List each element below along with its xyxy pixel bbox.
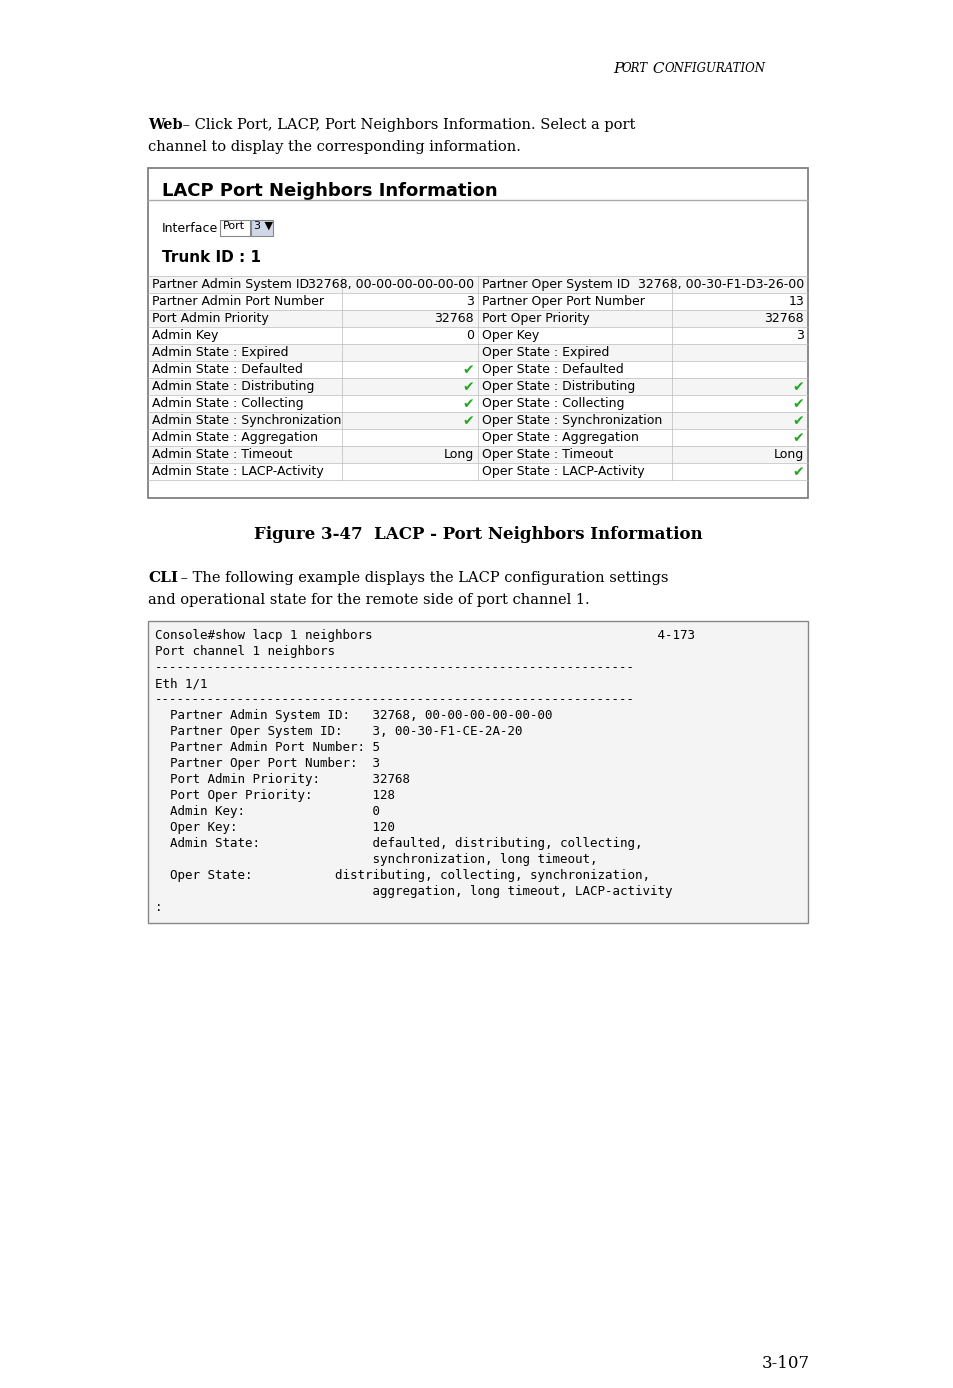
Text: 3-107: 3-107 <box>761 1355 809 1371</box>
Text: Oper State : Defaulted: Oper State : Defaulted <box>481 364 623 376</box>
Text: Port Admin Priority:       32768: Port Admin Priority: 32768 <box>154 773 410 786</box>
Text: Oper State : LACP-Activity: Oper State : LACP-Activity <box>481 465 644 477</box>
FancyBboxPatch shape <box>149 464 806 480</box>
FancyBboxPatch shape <box>251 221 273 236</box>
Text: ✔: ✔ <box>792 380 803 394</box>
Text: 3 ▼: 3 ▼ <box>253 221 273 230</box>
FancyBboxPatch shape <box>149 310 806 328</box>
FancyBboxPatch shape <box>149 361 806 378</box>
Text: CLI: CLI <box>148 570 178 584</box>
Text: Port Oper Priority: Port Oper Priority <box>481 312 589 325</box>
Text: Port channel 1 neighbors: Port channel 1 neighbors <box>154 645 335 658</box>
Text: Partner Admin System ID: Partner Admin System ID <box>152 278 309 291</box>
Text: Long: Long <box>443 448 474 461</box>
FancyBboxPatch shape <box>149 412 806 429</box>
FancyBboxPatch shape <box>148 620 807 923</box>
FancyBboxPatch shape <box>149 378 806 396</box>
Text: Partner Admin Port Number: 5: Partner Admin Port Number: 5 <box>154 741 379 754</box>
FancyBboxPatch shape <box>149 276 806 293</box>
Text: Admin State : Collecting: Admin State : Collecting <box>152 397 303 409</box>
Text: Oper State : Aggregation: Oper State : Aggregation <box>481 432 639 444</box>
Text: P: P <box>613 62 622 76</box>
Text: Oper State:           distributing, collecting, synchronization,: Oper State: distributing, collecting, sy… <box>154 869 649 881</box>
Text: 3: 3 <box>796 329 803 341</box>
FancyBboxPatch shape <box>148 168 807 498</box>
Text: – Click Port, LACP, Port Neighbors Information. Select a port: – Click Port, LACP, Port Neighbors Infor… <box>178 118 635 132</box>
Text: ORT: ORT <box>621 62 647 75</box>
Text: Console#show lacp 1 neighbors                                      4-173: Console#show lacp 1 neighbors 4-173 <box>154 629 695 643</box>
Text: 32768, 00-30-F1-D3-26-00: 32768, 00-30-F1-D3-26-00 <box>638 278 803 291</box>
Text: Admin State:               defaulted, distributing, collecting,: Admin State: defaulted, distributing, co… <box>154 837 641 849</box>
Text: Eth 1/1: Eth 1/1 <box>154 677 208 690</box>
Text: ✔: ✔ <box>792 414 803 428</box>
Text: Trunk ID : 1: Trunk ID : 1 <box>162 250 261 265</box>
Text: Oper State : Collecting: Oper State : Collecting <box>481 397 624 409</box>
Text: ✔: ✔ <box>462 364 474 378</box>
Text: ✔: ✔ <box>792 465 803 479</box>
FancyBboxPatch shape <box>149 446 806 464</box>
Text: Admin Key:                 0: Admin Key: 0 <box>154 805 379 818</box>
Text: Partner Oper System ID:    3, 00-30-F1-CE-2A-20: Partner Oper System ID: 3, 00-30-F1-CE-2… <box>154 725 522 738</box>
Text: ONFIGURATION: ONFIGURATION <box>664 62 765 75</box>
Text: ✔: ✔ <box>792 397 803 411</box>
FancyBboxPatch shape <box>149 293 806 310</box>
Text: ✔: ✔ <box>462 380 474 394</box>
Text: C: C <box>647 62 664 76</box>
Text: Partner Oper Port Number: Partner Oper Port Number <box>481 296 644 308</box>
Text: Admin State : Defaulted: Admin State : Defaulted <box>152 364 302 376</box>
Text: Admin State : Timeout: Admin State : Timeout <box>152 448 292 461</box>
Text: Admin State : Synchronization: Admin State : Synchronization <box>152 414 341 428</box>
Text: Admin State : Expired: Admin State : Expired <box>152 346 288 359</box>
Text: synchronization, long timeout,: synchronization, long timeout, <box>154 854 597 866</box>
Text: ✔: ✔ <box>462 397 474 411</box>
Text: Partner Admin System ID:   32768, 00-00-00-00-00-00: Partner Admin System ID: 32768, 00-00-00… <box>154 709 552 722</box>
Text: LACP Port Neighbors Information: LACP Port Neighbors Information <box>162 182 497 200</box>
Text: 32768: 32768 <box>763 312 803 325</box>
FancyBboxPatch shape <box>149 429 806 446</box>
Text: Oper State : Timeout: Oper State : Timeout <box>481 448 613 461</box>
Text: Interface: Interface <box>162 222 218 235</box>
Text: Long: Long <box>773 448 803 461</box>
Text: ✔: ✔ <box>462 414 474 428</box>
Text: Web: Web <box>148 118 182 132</box>
Text: aggregation, long timeout, LACP-activity: aggregation, long timeout, LACP-activity <box>154 886 672 898</box>
Text: Oper State : Expired: Oper State : Expired <box>481 346 609 359</box>
Text: Port: Port <box>223 221 245 230</box>
FancyBboxPatch shape <box>220 221 250 236</box>
FancyBboxPatch shape <box>149 344 806 361</box>
Text: 3: 3 <box>466 296 474 308</box>
Text: Partner Oper Port Number:  3: Partner Oper Port Number: 3 <box>154 756 379 770</box>
Text: Partner Oper System ID: Partner Oper System ID <box>481 278 629 291</box>
Text: Partner Admin Port Number: Partner Admin Port Number <box>152 296 324 308</box>
Text: 0: 0 <box>465 329 474 341</box>
Text: Oper State : Synchronization: Oper State : Synchronization <box>481 414 661 428</box>
Text: Admin State : Distributing: Admin State : Distributing <box>152 380 314 393</box>
Text: Oper Key: Oper Key <box>481 329 538 341</box>
Text: channel to display the corresponding information.: channel to display the corresponding inf… <box>148 140 520 154</box>
Text: ----------------------------------------------------------------: ----------------------------------------… <box>154 693 635 706</box>
FancyBboxPatch shape <box>149 396 806 412</box>
Text: Port Oper Priority:        128: Port Oper Priority: 128 <box>154 788 395 802</box>
Text: ----------------------------------------------------------------: ----------------------------------------… <box>154 661 635 675</box>
Text: Port Admin Priority: Port Admin Priority <box>152 312 269 325</box>
FancyBboxPatch shape <box>149 328 806 344</box>
Text: 32768, 00-00-00-00-00-00: 32768, 00-00-00-00-00-00 <box>308 278 474 291</box>
Text: 13: 13 <box>787 296 803 308</box>
Text: Admin State : LACP-Activity: Admin State : LACP-Activity <box>152 465 323 477</box>
Text: – The following example displays the LACP configuration settings: – The following example displays the LAC… <box>175 570 668 584</box>
Text: Admin Key: Admin Key <box>152 329 218 341</box>
Text: Figure 3-47  LACP - Port Neighbors Information: Figure 3-47 LACP - Port Neighbors Inform… <box>253 526 701 543</box>
Text: :: : <box>154 901 162 915</box>
Text: Oper Key:                  120: Oper Key: 120 <box>154 820 395 834</box>
Text: Oper State : Distributing: Oper State : Distributing <box>481 380 635 393</box>
Text: 32768: 32768 <box>434 312 474 325</box>
Text: Admin State : Aggregation: Admin State : Aggregation <box>152 432 317 444</box>
Text: and operational state for the remote side of port channel 1.: and operational state for the remote sid… <box>148 593 589 607</box>
Text: ✔: ✔ <box>792 432 803 446</box>
